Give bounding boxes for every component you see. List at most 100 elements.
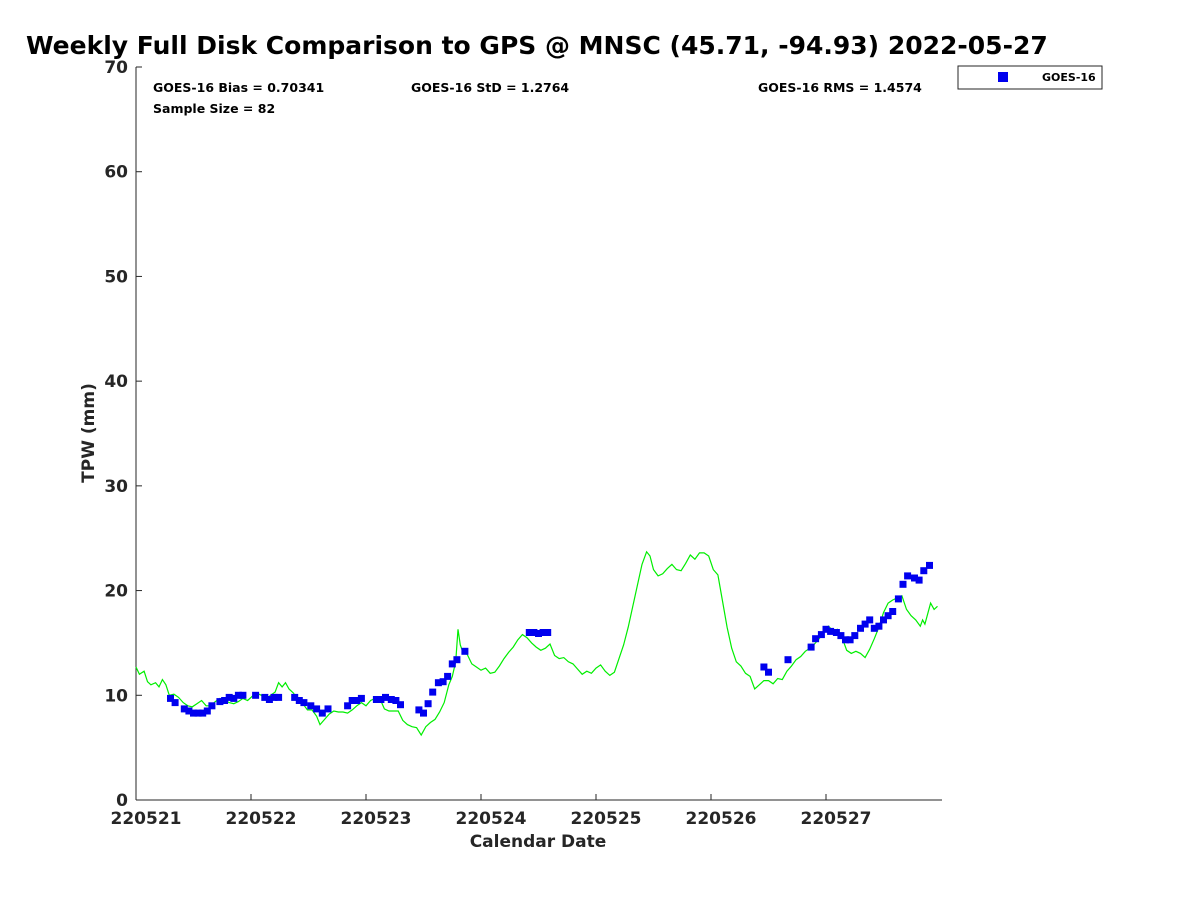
- y-tick-label: 70: [104, 58, 128, 78]
- series-layer: [135, 550, 938, 737]
- x-tick-label: 220522: [226, 809, 297, 829]
- goes16-point: [203, 707, 211, 715]
- goes16-point: [461, 647, 469, 655]
- x-axis-ticks: 220521 220522 220523 220524 220525 220526 2205…: [111, 794, 872, 829]
- goes16-point: [525, 629, 533, 636]
- goes16-point: [817, 631, 825, 639]
- goes16-point: [397, 701, 404, 709]
- goes16-point: [208, 702, 216, 710]
- bias-stat: GOES-16 Bias = 0.70341: [153, 80, 324, 95]
- goes16-point: [904, 572, 912, 580]
- goes16-point: [239, 691, 247, 699]
- y-tick-label: 40: [104, 372, 128, 392]
- goes16-point: [429, 688, 437, 696]
- x-axis-label: Calendar Date: [470, 832, 607, 852]
- goes16-point: [434, 679, 442, 687]
- x-tick-label: 220521: [111, 809, 182, 829]
- goes16-point: [846, 636, 854, 644]
- chart-title: Weekly Full Disk Comparison to GPS @ MNS…: [26, 31, 1048, 60]
- goes16-point: [765, 668, 772, 676]
- goes16-point: [760, 663, 768, 671]
- goes16-point: [875, 622, 883, 630]
- goes16-point: [295, 697, 303, 704]
- goes16-point: [911, 574, 918, 582]
- std-stat: GOES-16 StD = 1.2764: [411, 80, 569, 95]
- goes16-point: [344, 702, 352, 710]
- goes16-point: [377, 696, 385, 703]
- goes16-point: [252, 691, 260, 699]
- y-tick-label: 10: [104, 686, 128, 706]
- goes16-points: [167, 561, 933, 717]
- x-tick-label: 220524: [456, 809, 527, 829]
- y-tick-label: 20: [104, 582, 128, 602]
- legend: GOES-16: [957, 65, 1103, 90]
- goes16-point: [353, 697, 361, 704]
- goes16-point: [812, 635, 820, 643]
- goes16-point: [225, 693, 233, 701]
- goes16-point: [837, 632, 845, 640]
- goes16-point: [270, 693, 278, 701]
- x-tick-label: 220527: [801, 809, 872, 829]
- goes16-point: [535, 630, 542, 637]
- goes16-point: [415, 706, 423, 714]
- goes16-point: [920, 567, 928, 575]
- goes16-point: [420, 709, 427, 717]
- goes16-point: [915, 576, 923, 584]
- goes16-point: [300, 699, 308, 707]
- goes16-point: [899, 580, 907, 588]
- goes16-point: [392, 697, 400, 704]
- legend-marker: [998, 72, 1008, 82]
- goes16-point: [889, 608, 897, 615]
- goes16-point: [234, 691, 242, 699]
- goes16-point: [171, 699, 179, 707]
- goes16-point: [185, 707, 193, 715]
- goes16-point: [884, 612, 892, 620]
- goes16-point: [544, 629, 552, 636]
- goes16-point: [842, 636, 849, 644]
- goes16-point: [530, 629, 538, 636]
- x-tick-label: 220526: [686, 809, 757, 829]
- goes16-point: [439, 678, 447, 686]
- goes16-point: [444, 672, 452, 680]
- goes16-point: [832, 629, 840, 636]
- goes16-point: [180, 705, 188, 713]
- goes16-point: [230, 694, 238, 702]
- goes16-point: [827, 627, 835, 635]
- goes16-point: [453, 656, 461, 664]
- goes16-point: [784, 656, 792, 664]
- goes16-point: [880, 616, 887, 624]
- goes16-point: [348, 697, 356, 704]
- goes16-point: [857, 624, 864, 632]
- goes16-point: [291, 693, 299, 701]
- gps-tpw-line: [135, 550, 938, 737]
- goes16-point: [265, 696, 273, 703]
- y-tick-label: 0: [116, 791, 128, 811]
- goes16-point: [926, 561, 933, 569]
- y-axis-ticks: 0 10 20 30 40 50 60 70: [104, 58, 142, 811]
- x-tick-label: 220523: [341, 809, 412, 829]
- goes16-point: [357, 694, 365, 702]
- goes16-point: [382, 693, 389, 701]
- y-tick-label: 30: [104, 477, 128, 497]
- goes16-point: [221, 697, 229, 704]
- goes16-point: [313, 705, 321, 713]
- goes16-point: [424, 700, 432, 708]
- goes16-point: [851, 632, 859, 640]
- goes16-point: [261, 693, 269, 701]
- goes16-point: [318, 709, 326, 717]
- goes16-point: [190, 709, 197, 717]
- goes16-point: [861, 620, 869, 628]
- goes16-point: [387, 696, 395, 703]
- goes16-point: [870, 624, 878, 632]
- goes16-point: [216, 698, 224, 706]
- goes16-point: [199, 709, 207, 717]
- legend-box: [957, 65, 1103, 90]
- goes16-point: [167, 694, 174, 702]
- goes16-point: [275, 693, 283, 701]
- goes16-point: [324, 705, 332, 713]
- x-tick-label: 220525: [571, 809, 642, 829]
- goes16-point: [822, 625, 830, 633]
- goes16-point: [194, 709, 202, 717]
- goes16-point: [539, 629, 547, 636]
